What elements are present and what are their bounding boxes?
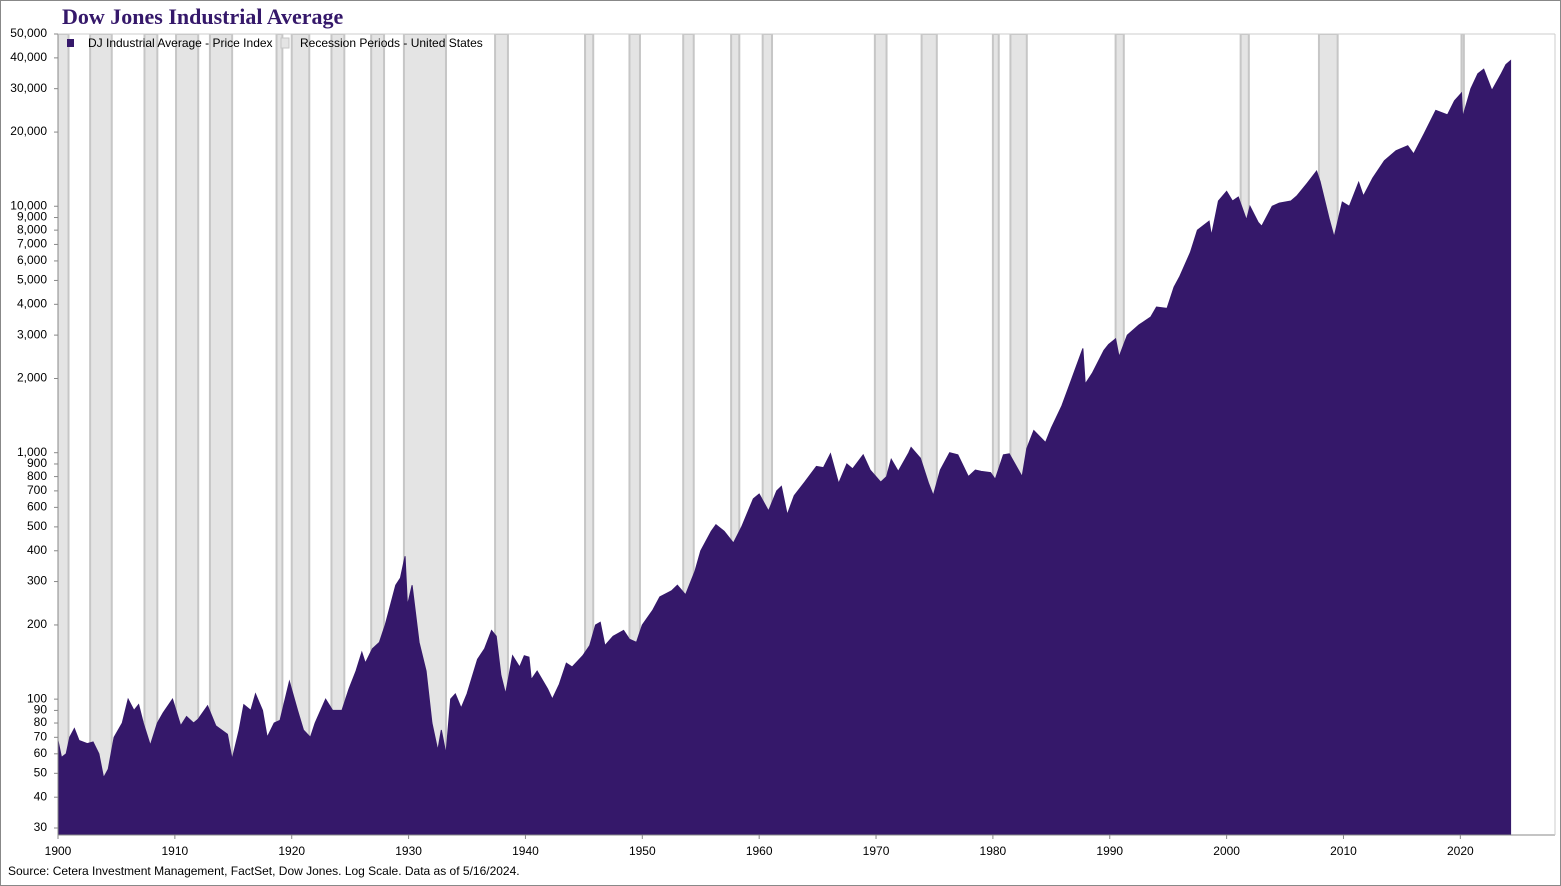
y-tick-label: 30 — [34, 820, 48, 834]
y-tick-label: 300 — [27, 574, 47, 588]
recession-band — [290, 34, 311, 835]
y-tick-label: 100 — [27, 691, 47, 705]
recession-band — [873, 34, 888, 835]
y-tick-label: 10,000 — [10, 198, 47, 212]
y-tick-label: 500 — [27, 519, 47, 533]
y-tick-label: 7,000 — [17, 237, 47, 251]
y-tick-label: 5,000 — [17, 273, 47, 287]
x-tick-label: 1990 — [1096, 844, 1123, 858]
legend-swatch — [67, 39, 74, 47]
y-tick-label: 50 — [34, 765, 48, 779]
x-tick-label: 1910 — [162, 844, 189, 858]
recession-band — [175, 34, 200, 835]
x-tick-label: 2010 — [1330, 844, 1357, 858]
x-tick-label: 1940 — [512, 844, 539, 858]
recession-band — [370, 34, 386, 835]
x-tick-label: 1930 — [395, 844, 422, 858]
source-note: Source: Cetera Investment Management, Fa… — [8, 864, 520, 878]
x-tick-label: 1900 — [45, 844, 72, 858]
recession-band — [761, 34, 774, 835]
y-tick-label: 80 — [34, 715, 48, 729]
x-tick-label: 2000 — [1213, 844, 1240, 858]
legend-swatch — [280, 37, 290, 49]
y-tick-label: 4,000 — [17, 296, 47, 310]
recession-band — [330, 34, 346, 835]
x-tick-label: 1970 — [863, 844, 890, 858]
y-tick-label: 600 — [27, 500, 47, 514]
recession-band — [991, 34, 1000, 835]
x-tick-label: 1920 — [278, 844, 305, 858]
x-tick-label: 2020 — [1447, 844, 1474, 858]
y-tick-label: 6,000 — [17, 253, 47, 267]
price-area — [58, 59, 1512, 835]
y-tick-label: 90 — [34, 703, 48, 717]
recession-band — [730, 34, 741, 835]
y-tick-label: 40,000 — [10, 50, 47, 64]
y-tick-label: 400 — [27, 543, 47, 557]
chart-title: Dow Jones Industrial Average — [62, 4, 344, 29]
y-tick-label: 40 — [34, 789, 48, 803]
y-tick-label: 9,000 — [17, 210, 47, 224]
y-tick-label: 30,000 — [10, 81, 47, 95]
y-tick-label: 60 — [34, 746, 48, 760]
y-tick-label: 50,000 — [10, 26, 47, 40]
y-tick-label: 200 — [27, 617, 47, 631]
legend-label: Recession Periods - United States — [300, 36, 483, 50]
recession-band — [628, 34, 641, 835]
y-tick-label: 2,000 — [17, 371, 47, 385]
area-layer — [58, 59, 1512, 835]
y-tick-label: 1,000 — [17, 445, 47, 459]
y-tick-label: 900 — [27, 456, 47, 470]
legend-label: DJ Industrial Average - Price Index — [88, 36, 273, 50]
recession-band — [143, 34, 159, 835]
recession-band — [89, 34, 113, 835]
recession-band — [208, 34, 234, 835]
x-tick-label: 1980 — [980, 844, 1007, 858]
recession-band — [275, 34, 284, 835]
y-tick-label: 20,000 — [10, 124, 47, 138]
y-tick-label: 8,000 — [17, 222, 47, 236]
x-tick-label: 1960 — [746, 844, 773, 858]
y-tick-label: 3,000 — [17, 327, 47, 341]
y-tick-label: 800 — [27, 469, 47, 483]
y-tick-label: 700 — [27, 483, 47, 497]
x-tick-label: 1950 — [629, 844, 656, 858]
y-tick-label: 70 — [34, 729, 48, 743]
recession-band — [584, 34, 595, 835]
recession-band — [58, 34, 70, 835]
recession-band — [682, 34, 695, 835]
recession-band — [494, 34, 509, 835]
